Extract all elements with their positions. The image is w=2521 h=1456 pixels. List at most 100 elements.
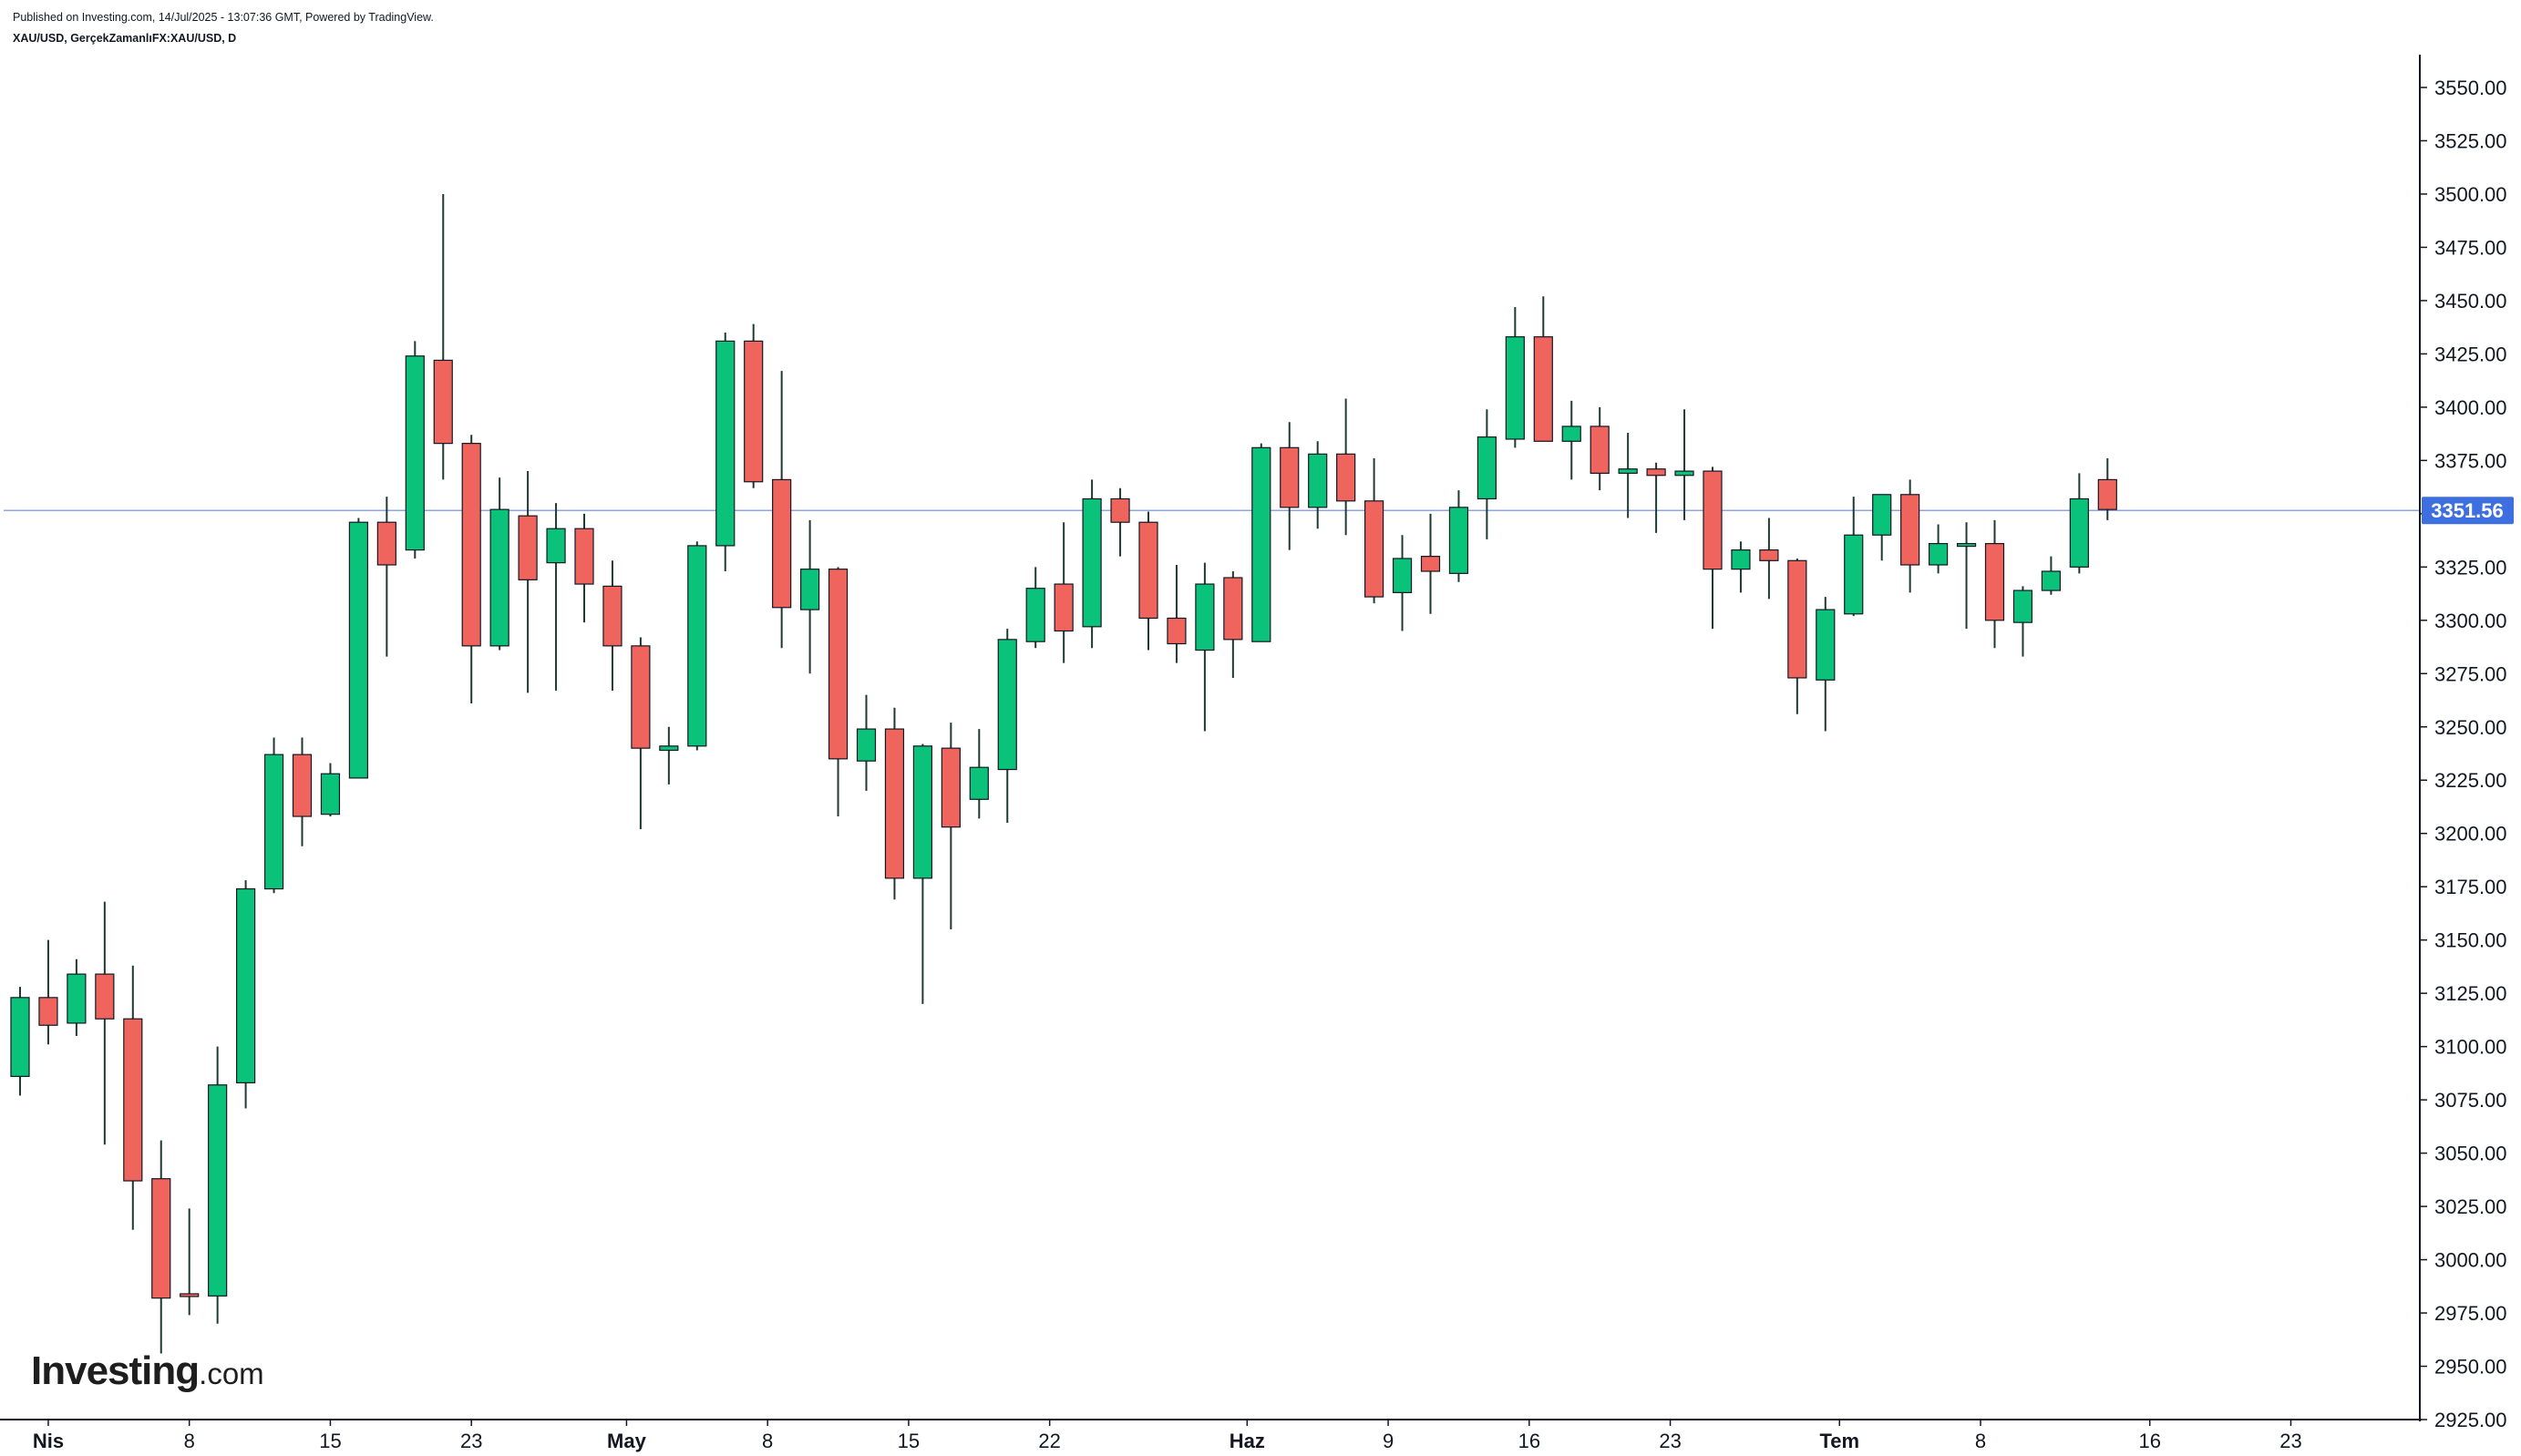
candle[interactable] <box>631 637 651 830</box>
candle[interactable] <box>1251 443 1271 642</box>
candle[interactable] <box>1448 490 1469 582</box>
candle[interactable] <box>1138 511 1158 651</box>
candle[interactable] <box>1703 467 1723 630</box>
candle[interactable] <box>38 939 58 1045</box>
candle[interactable] <box>1984 519 2005 649</box>
candle[interactable] <box>1816 597 1836 732</box>
candle-body-up <box>67 973 87 1024</box>
candle[interactable] <box>1195 562 1215 732</box>
candle[interactable] <box>1590 406 1610 491</box>
candle-body-down <box>602 585 623 647</box>
candle[interactable] <box>574 513 594 623</box>
candle[interactable] <box>772 371 792 649</box>
candle-body-up <box>799 569 820 610</box>
candle[interactable] <box>1505 306 1525 448</box>
candle[interactable] <box>1956 522 1977 630</box>
candle[interactable] <box>2041 556 2061 595</box>
candle-body-up <box>1082 497 1102 628</box>
candle[interactable] <box>1759 518 1779 600</box>
candle[interactable] <box>546 503 566 691</box>
candle[interactable] <box>659 726 679 784</box>
candle[interactable] <box>123 965 143 1230</box>
candle[interactable] <box>715 333 736 571</box>
candle[interactable] <box>1392 535 1413 631</box>
candle-body-down <box>1336 453 1356 502</box>
candle[interactable] <box>2012 586 2033 657</box>
candle[interactable] <box>1363 458 1384 604</box>
candle[interactable] <box>208 1046 228 1324</box>
candle[interactable] <box>1420 513 1441 614</box>
candle[interactable] <box>1110 487 1130 557</box>
candle[interactable] <box>433 193 453 480</box>
candle[interactable] <box>348 518 368 779</box>
candle-body-up <box>1561 426 1581 442</box>
candle[interactable] <box>1787 558 1807 714</box>
y-tick-label: 3500.00 <box>2434 183 2507 206</box>
candle[interactable] <box>1477 409 1497 539</box>
candle[interactable] <box>1731 541 1751 593</box>
candle[interactable] <box>1674 409 1694 520</box>
y-tick-label: 3050.00 <box>2434 1143 2507 1165</box>
candle[interactable] <box>1646 462 1666 533</box>
candle[interactable] <box>1025 567 1045 649</box>
candle-body-up <box>715 340 736 547</box>
candle[interactable] <box>180 1208 200 1316</box>
candle[interactable] <box>912 743 933 1004</box>
candle[interactable] <box>292 737 313 846</box>
candle[interactable] <box>1082 479 1102 649</box>
candle[interactable] <box>1844 497 1864 617</box>
candle-body-up <box>1872 494 1892 536</box>
candle[interactable] <box>405 341 425 559</box>
candle-body-up <box>659 745 679 752</box>
candle[interactable] <box>828 567 849 817</box>
candle[interactable] <box>856 694 877 791</box>
candle[interactable] <box>969 729 989 819</box>
y-tick-label: 3025.00 <box>2434 1195 2507 1218</box>
candle[interactable] <box>1223 570 1243 678</box>
candle-body-up <box>1025 588 1045 642</box>
candle[interactable] <box>602 560 623 691</box>
candle[interactable] <box>461 435 481 704</box>
candle-body-down <box>1110 497 1130 523</box>
candle[interactable] <box>687 541 707 751</box>
y-axis[interactable]: 2925.00 2950.00 2975.00 3000.00 3025.00 3050.… <box>2419 55 2507 1431</box>
candle[interactable] <box>2069 473 2089 574</box>
candle[interactable] <box>1308 441 1328 529</box>
candle[interactable] <box>1336 398 1356 536</box>
candle[interactable] <box>1054 522 1074 663</box>
candle[interactable] <box>799 519 820 674</box>
candle[interactable] <box>1900 479 1920 593</box>
candle[interactable] <box>263 737 284 894</box>
candle[interactable] <box>320 763 341 817</box>
candle[interactable] <box>67 959 87 1036</box>
candle-body-down <box>631 645 651 749</box>
candle[interactable] <box>1929 524 1949 574</box>
candle[interactable] <box>884 707 905 900</box>
candle[interactable] <box>236 880 256 1109</box>
x-axis[interactable]: Nis 8 15 23 May 8 15 22 Haz 9 16 23 Tem 8 16 23 <box>0 1419 2422 1452</box>
candle[interactable] <box>1167 564 1187 663</box>
candle-body-up <box>546 528 566 564</box>
candle[interactable] <box>941 723 961 929</box>
candle[interactable] <box>518 471 538 693</box>
candle[interactable] <box>1280 422 1300 550</box>
candle[interactable] <box>151 1140 171 1354</box>
candle[interactable] <box>2097 458 2117 520</box>
candle-body-down <box>1138 521 1158 620</box>
candle-body-up <box>997 639 1017 771</box>
candle-body-down <box>461 443 481 647</box>
candle[interactable] <box>1533 296 1553 442</box>
candle-body-up <box>1731 549 1751 570</box>
candle[interactable] <box>376 497 396 657</box>
candle[interactable] <box>1618 432 1638 518</box>
candle[interactable] <box>1561 400 1581 480</box>
candle[interactable] <box>744 323 764 488</box>
candle[interactable] <box>1872 494 1892 561</box>
candle[interactable] <box>95 901 115 1145</box>
candle[interactable] <box>997 629 1017 824</box>
x-tick-label: 23 <box>1659 1430 1681 1452</box>
candle[interactable] <box>10 987 30 1096</box>
candle-body-down <box>1590 426 1610 474</box>
candle[interactable] <box>489 477 509 651</box>
